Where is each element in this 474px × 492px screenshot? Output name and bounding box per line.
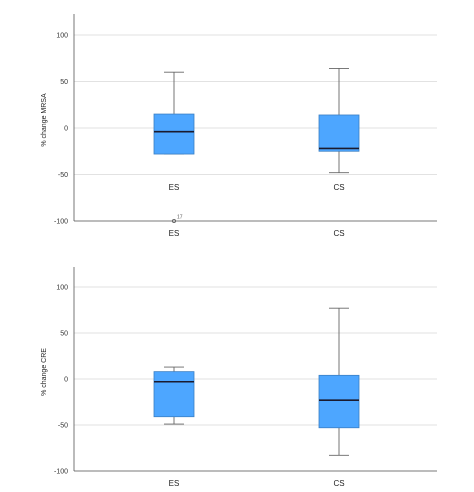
y-tick-label: -50 [58,423,68,430]
y-axis-label: % change MRSA [41,93,48,147]
outlier-point [172,219,176,223]
chart-panel-cre: % change CRE -100 -50 0 50 100 ES CS [41,267,437,488]
x-category-label: ES [169,183,180,192]
y-tick-label: 0 [64,377,68,384]
outlier-label: 17 [177,215,183,221]
y-tick-label: 100 [56,33,68,40]
y-tick-label: 50 [60,79,68,86]
y-tick-label: -100 [54,469,68,476]
x-category-label: ES [169,479,180,488]
box-es: 17 [153,71,195,223]
x-category-label: CS [333,479,344,488]
y-tick-label: 100 [56,285,68,292]
y-axis-label: % change CRE [41,348,48,396]
box-es [153,366,195,425]
y-tick-label: -100 [54,219,68,226]
box-cs [318,307,360,456]
y-tick-label: 50 [60,331,68,338]
iqr-box [153,113,195,155]
chart-panel-mrsa: % change MRSA -100 -50 0 50 100 17 ES ES CS CS [41,14,437,238]
x-category-label: CS [333,229,344,238]
box-cs [318,68,360,174]
iqr-box [153,371,195,418]
x-category-label: CS [333,183,344,192]
y-tick-label: -50 [58,172,68,179]
x-category-label: ES [169,229,180,238]
iqr-box [318,374,360,429]
y-tick-label: 0 [64,126,68,133]
iqr-box [318,114,360,152]
